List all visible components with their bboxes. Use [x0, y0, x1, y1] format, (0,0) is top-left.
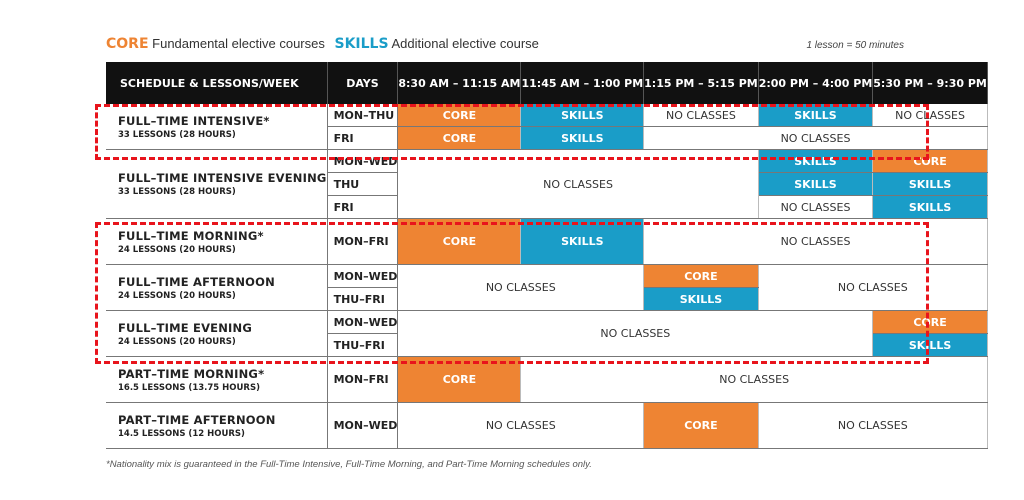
core-cell: CORE	[643, 264, 759, 288]
program-cell: FULL–TIME INTENSIVE* 33 LESSONS (28 HOUR…	[106, 104, 328, 150]
program-cell: FULL–TIME INTENSIVE EVENING 33 LESSONS (…	[106, 149, 328, 219]
program-cell: FULL–TIME AFTERNOON 24 LESSONS (20 HOURS…	[106, 264, 328, 311]
days-cell: MON–WED	[327, 264, 399, 288]
program-name: FULL–TIME INTENSIVE*	[118, 113, 270, 128]
table-row: PART–TIME AFTERNOON 14.5 LESSONS (12 HOU…	[106, 402, 988, 449]
no-classes-cell: NO CLASSES	[643, 104, 759, 127]
days-cell: FRI	[327, 126, 399, 150]
program-hours: 14.5 LESSONS (12 HOURS)	[118, 428, 245, 439]
header-slot: 2:00 PM – 4:00 PM	[758, 62, 874, 104]
days-cell: THU–FRI	[327, 287, 399, 311]
days-cell: MON–FRI	[327, 218, 399, 265]
skills-cell: SKILLS	[872, 333, 988, 357]
program-cell: PART–TIME AFTERNOON 14.5 LESSONS (12 HOU…	[106, 402, 328, 449]
core-cell: CORE	[397, 104, 522, 127]
legend-skills-key: SKILLS	[334, 36, 389, 52]
days-cell: MON–WED	[327, 149, 399, 173]
days-cell: MON–THU	[327, 104, 399, 127]
table-row: THU–FRI SKILLS	[106, 333, 988, 357]
core-cell: CORE	[397, 126, 522, 150]
core-cell: CORE	[397, 218, 522, 265]
no-classes-cell: NO CLASSES	[758, 264, 988, 311]
no-classes-cell: NO CLASSES	[758, 402, 988, 449]
table-row: FULL–TIME INTENSIVE EVENING 33 LESSONS (…	[106, 149, 988, 219]
table-row: FULL–TIME INTENSIVE* 33 LESSONS (28 HOUR…	[106, 104, 988, 150]
no-classes-cell: NO CLASSES	[397, 402, 645, 449]
program-cell: PART–TIME MORNING* 16.5 LESSONS (13.75 H…	[106, 356, 328, 403]
core-cell: CORE	[643, 402, 759, 449]
table-row: PART–TIME MORNING* 16.5 LESSONS (13.75 H…	[106, 356, 988, 403]
table-row: FRI CORE SKILLS NO CLASSES	[106, 126, 988, 150]
lesson-length-note: 1 lesson = 50 minutes	[806, 40, 904, 51]
days-cell: MON–FRI	[327, 356, 399, 403]
program-hours: 33 LESSONS (28 HOURS)	[118, 129, 236, 140]
core-cell: CORE	[872, 149, 988, 173]
no-classes-cell: NO CLASSES	[643, 218, 988, 265]
header-slot: 8:30 AM – 11:15 AM	[397, 62, 522, 104]
days-cell: MON–WED	[327, 402, 399, 449]
header-schedule: SCHEDULE & LESSONS/WEEK	[106, 62, 328, 104]
program-cell: FULL–TIME EVENING 24 LESSONS (20 HOURS)	[106, 310, 328, 357]
program-name: PART–TIME AFTERNOON	[118, 412, 276, 427]
skills-cell: SKILLS	[758, 104, 874, 127]
program-hours: 24 LESSONS (20 HOURS)	[118, 336, 236, 347]
days-cell: THU–FRI	[327, 333, 399, 357]
header-days: DAYS	[327, 62, 399, 104]
table-row: FULL–TIME AFTERNOON 24 LESSONS (20 HOURS…	[106, 264, 988, 311]
header-slot: 1:15 PM – 5:15 PM	[643, 62, 759, 104]
skills-cell: SKILLS	[872, 172, 988, 196]
days-cell: FRI	[327, 195, 399, 219]
program-hours: 16.5 LESSONS (13.75 HOURS)	[118, 382, 260, 393]
core-cell: CORE	[872, 310, 988, 334]
program-name: PART–TIME MORNING*	[118, 366, 265, 381]
skills-cell: SKILLS	[643, 287, 759, 311]
legend-core-key: CORE	[106, 36, 149, 52]
table-row: THU SKILLS SKILLS	[106, 172, 988, 196]
table-row: FULL–TIME EVENING 24 LESSONS (20 HOURS) …	[106, 310, 988, 357]
table-row: THU–FRI SKILLS	[106, 287, 987, 311]
table-row: FRI NO CLASSES SKILLS	[106, 195, 988, 219]
legend: CORE Fundamental elective courses SKILLS…	[106, 36, 539, 52]
no-classes-cell: NO CLASSES	[643, 126, 988, 150]
skills-cell: SKILLS	[758, 172, 874, 196]
no-classes-cell: NO CLASSES	[758, 195, 874, 219]
no-classes-cell: NO CLASSES	[397, 264, 645, 311]
schedule-table: SCHEDULE & LESSONS/WEEK DAYS 8:30 AM – 1…	[106, 62, 988, 449]
program-name: FULL–TIME INTENSIVE EVENING	[118, 171, 327, 185]
header-row: SCHEDULE & LESSONS/WEEK DAYS 8:30 AM – 1…	[106, 62, 988, 104]
no-classes-cell: NO CLASSES	[872, 104, 988, 127]
program-name: FULL–TIME MORNING*	[118, 228, 264, 243]
no-classes-cell: NO CLASSES	[397, 149, 759, 219]
no-classes-cell: NO CLASSES	[397, 310, 874, 357]
program-name: FULL–TIME EVENING	[118, 320, 253, 335]
program-name: FULL–TIME AFTERNOON	[118, 274, 275, 289]
days-cell: MON–WED	[327, 310, 399, 334]
legend-core-desc: Fundamental elective courses	[152, 36, 325, 51]
program-hours: 33 LESSONS (28 HOURS)	[118, 187, 236, 197]
legend-skills-desc: Additional elective course	[391, 36, 539, 51]
program-hours: 24 LESSONS (20 HOURS)	[118, 290, 236, 301]
footnote: *Nationality mix is guaranteed in the Fu…	[106, 459, 592, 470]
skills-cell: SKILLS	[520, 104, 645, 127]
table-row: FULL–TIME MORNING* 24 LESSONS (20 HOURS)…	[106, 218, 988, 265]
header-slot: 5:30 PM – 9:30 PM	[872, 62, 988, 104]
core-cell: CORE	[397, 356, 522, 403]
header-slot: 11:45 AM – 1:00 PM	[520, 62, 645, 104]
skills-cell: SKILLS	[872, 195, 988, 219]
program-hours: 24 LESSONS (20 HOURS)	[118, 244, 236, 255]
no-classes-cell: NO CLASSES	[520, 356, 988, 403]
skills-cell: SKILLS	[520, 218, 645, 265]
program-cell: FULL–TIME MORNING* 24 LESSONS (20 HOURS)	[106, 218, 328, 265]
days-cell: THU	[327, 172, 399, 196]
skills-cell: SKILLS	[520, 126, 645, 150]
skills-cell: SKILLS	[758, 149, 874, 173]
